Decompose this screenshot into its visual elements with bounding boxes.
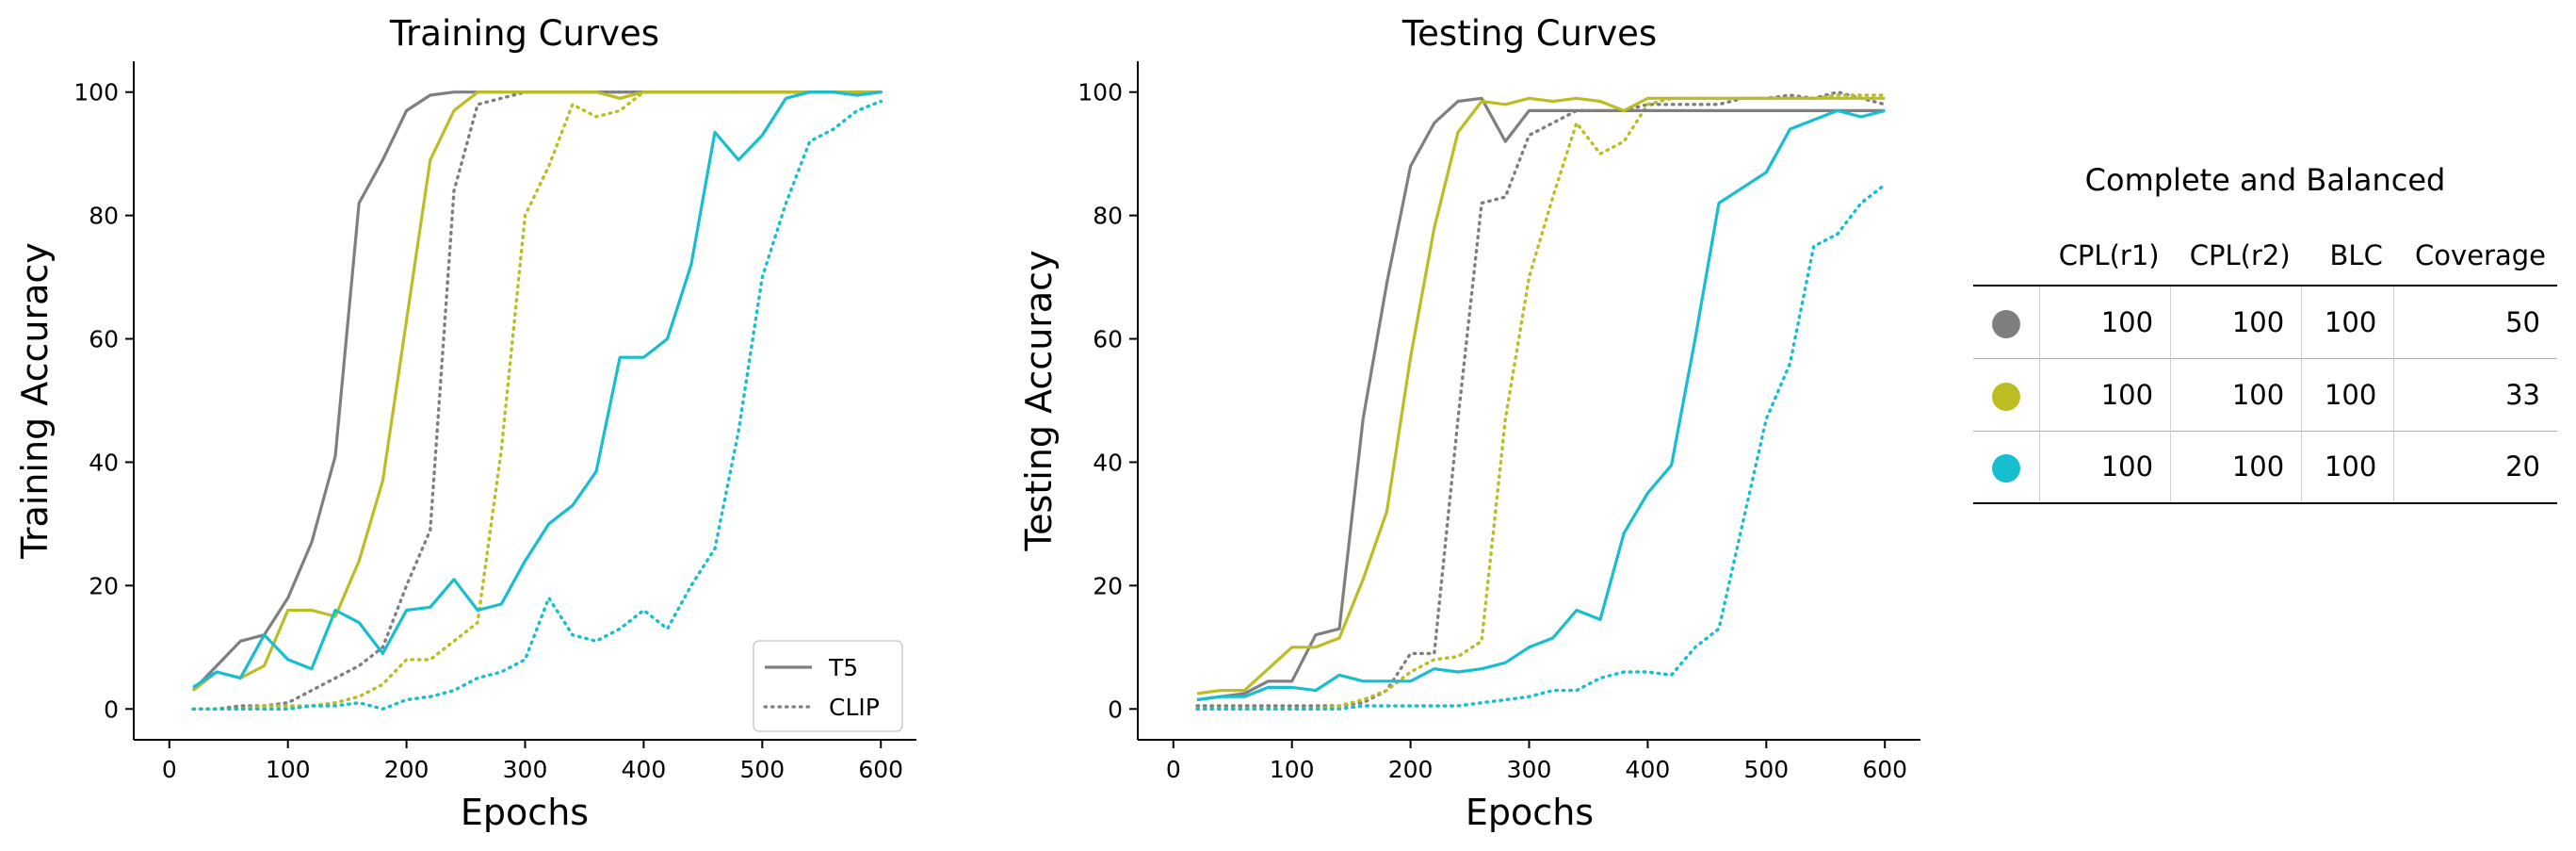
y-tick-label: 60	[89, 326, 119, 353]
x-tick-label: 300	[1507, 756, 1552, 783]
x-tick-label: 0	[162, 756, 177, 783]
cell-cpl-r2: 100	[2170, 358, 2302, 431]
x-axis-label: Epochs	[1466, 792, 1594, 833]
chart-title: Testing Curves	[1401, 13, 1657, 54]
y-tick-label: 40	[89, 449, 119, 476]
summary-table: CPL(r1) CPL(r2) BLC Coverage 100 100 100…	[1973, 226, 2557, 504]
chart-title: Training Curves	[389, 13, 659, 54]
y-axis-label: Testing Accuracy	[1018, 250, 1060, 551]
series-line-clip-cyan	[1195, 183, 1887, 711]
y-tick-label: 100	[1077, 79, 1123, 106]
row-color-cell	[1973, 358, 2040, 431]
cell-cpl-r2: 100	[2170, 286, 2302, 358]
y-tick-label: 80	[1093, 203, 1123, 230]
cell-blc: 100	[2301, 358, 2394, 431]
series-line-clip-gray	[191, 90, 883, 711]
row-color-cell	[1973, 286, 2040, 358]
series-line-t5-gray	[1196, 96, 1886, 702]
x-axis-label: Epochs	[461, 792, 589, 833]
series-line-t5-cyan	[1196, 108, 1886, 702]
x-tick-label: 600	[858, 756, 903, 783]
series-line-clip-gray	[1195, 90, 1887, 708]
y-tick-label: 60	[1093, 326, 1123, 353]
training-curves-chart: 0 100 200 300 400 500 600 0 20 40 60 80 100 Training …	[14, 13, 916, 833]
x-tick-label: 100	[266, 756, 311, 783]
legend-box	[753, 640, 903, 732]
series-line-t5-olive	[1196, 96, 1886, 696]
series-line-t5-gray	[191, 90, 882, 692]
gray-dot-icon	[1992, 309, 2020, 338]
x-tick-label: 500	[1743, 756, 1789, 783]
cyan-dot-icon	[1992, 454, 2020, 483]
y-tick-label: 0	[1108, 696, 1123, 723]
x-tick-label: 0	[1166, 756, 1181, 783]
cell-cpl-r2: 100	[2170, 431, 2302, 503]
header-coverage: Coverage	[2415, 239, 2546, 271]
x-tick-label: 300	[503, 756, 548, 783]
cell-coverage: 33	[2393, 358, 2557, 431]
y-tick-label: 80	[89, 203, 119, 230]
series-line-clip-cyan	[191, 99, 883, 711]
y-tick-label: 20	[89, 572, 119, 599]
y-tick-label: 100	[73, 79, 119, 106]
series-line-t5-olive	[192, 90, 882, 692]
header-cpl-r1: CPL(r1)	[2058, 239, 2160, 271]
x-tick-label: 100	[1270, 756, 1315, 783]
series-line-clip-olive	[191, 90, 883, 711]
cell-coverage: 20	[2393, 431, 2557, 503]
cell-coverage: 50	[2393, 286, 2557, 358]
cell-cpl-r1: 100	[2038, 286, 2171, 358]
table-title: Complete and Balanced	[2084, 162, 2446, 198]
header-blc: BLC	[2329, 239, 2383, 271]
color-header	[1973, 226, 2040, 286]
y-axis-label: Training Accuracy	[14, 242, 56, 560]
x-tick-label: 500	[739, 756, 785, 783]
series-line-t5-cyan	[192, 90, 882, 689]
x-tick-label: 200	[384, 756, 429, 783]
x-tick-label: 200	[1388, 756, 1434, 783]
cell-cpl-r1: 100	[2038, 431, 2171, 503]
cell-cpl-r1: 100	[2038, 358, 2171, 431]
table-row: 100 100 100 20	[1973, 431, 2557, 503]
header-cpl-r2: CPL(r2)	[2189, 239, 2291, 271]
testing-curves-chart: 0 100 200 300 400 500 600 0 20 40 60 80 100 Testing C…	[1018, 13, 1920, 833]
y-tick-label: 0	[104, 696, 119, 723]
legend-label-clip: CLIP	[829, 694, 880, 721]
y-tick-label: 20	[1093, 572, 1123, 599]
cell-blc: 100	[2301, 431, 2394, 503]
row-color-cell	[1973, 431, 2040, 503]
cell-blc: 100	[2301, 286, 2394, 358]
olive-dot-icon	[1992, 382, 2020, 411]
table-header-row: CPL(r1) CPL(r2) BLC Coverage	[1973, 226, 2557, 286]
x-tick-label: 400	[1626, 756, 1671, 783]
x-tick-label: 400	[622, 756, 667, 783]
legend-label-t5: T5	[828, 654, 858, 681]
table-row: 100 100 100 33	[1973, 358, 2557, 431]
table-row: 100 100 100 50	[1973, 286, 2557, 358]
series-line-clip-olive	[1195, 93, 1887, 711]
x-tick-label: 600	[1862, 756, 1907, 783]
y-tick-label: 40	[1093, 449, 1123, 476]
